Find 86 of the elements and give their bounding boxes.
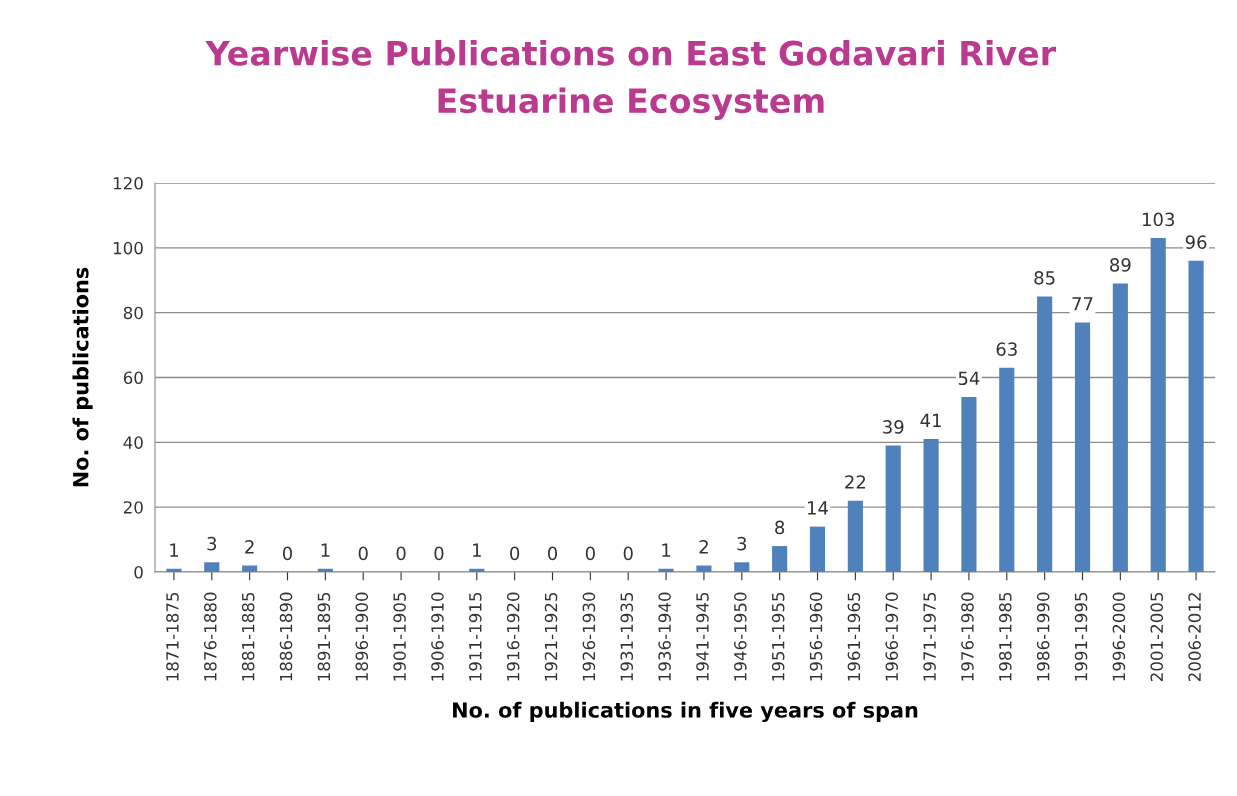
- data-label: 0: [282, 546, 293, 561]
- x-tick-label: 1996-2000: [1112, 592, 1126, 681]
- x-tick-label: 1906-1910: [431, 592, 444, 681]
- x-tick-label: 1911-1915: [469, 592, 482, 681]
- data-label: 0: [585, 546, 595, 561]
- y-tick-label: 80: [123, 306, 143, 320]
- x-tick-label: 1971-1975: [923, 592, 936, 681]
- data-label: 89: [1110, 258, 1131, 272]
- data-label: 14: [808, 501, 828, 515]
- x-tick-label: 1876-1880: [204, 592, 217, 681]
- bar: [772, 546, 788, 572]
- bar: [961, 396, 977, 572]
- bar: [242, 565, 258, 572]
- data-label: 0: [623, 546, 633, 561]
- bar: [734, 562, 750, 572]
- data-label: 8: [775, 520, 785, 535]
- bar: [1074, 322, 1091, 572]
- y-tick-label: 100: [113, 241, 143, 255]
- x-tick-label: 1931-1935: [620, 592, 634, 681]
- data-label: 3: [207, 536, 217, 551]
- bar: [923, 439, 939, 572]
- y-tick-label: 20: [123, 501, 143, 514]
- data-label: 0: [434, 546, 444, 561]
- data-label: 1: [662, 543, 671, 557]
- bar: [469, 568, 485, 572]
- bar: [809, 526, 826, 572]
- x-tick-label: 1871-1875: [166, 592, 179, 681]
- x-tick-label: 1921-1925: [544, 592, 558, 681]
- y-tick-label: 120: [113, 176, 143, 190]
- x-tick-label: 1901-1905: [393, 592, 406, 681]
- y-tick-label: 60: [123, 371, 143, 385]
- x-tick-label: 1896-1900: [355, 592, 369, 681]
- x-tick-label: 1961-1965: [847, 592, 861, 681]
- x-tick-label: 1891-1895: [317, 592, 331, 681]
- y-tick-label: 40: [123, 436, 143, 449]
- data-label: 41: [920, 413, 941, 427]
- bar: [1150, 238, 1166, 572]
- data-label: 2: [699, 540, 708, 554]
- data-label: 96: [1185, 235, 1207, 249]
- data-label: 1: [170, 543, 179, 557]
- x-tick-label: 1936-1940: [658, 592, 671, 681]
- x-tick-label: 2006-2012: [1188, 593, 1201, 682]
- x-tick-label: 2001-2005: [1150, 592, 1164, 682]
- data-label: 39: [883, 420, 904, 434]
- bar: [166, 568, 182, 572]
- y-tick-label: 0: [134, 565, 143, 579]
- data-label: 103: [1142, 212, 1174, 227]
- data-label: 2: [245, 540, 254, 554]
- bar: [658, 568, 674, 572]
- x-tick-label: 1946-1950: [734, 592, 747, 681]
- bar: [317, 568, 333, 572]
- x-tick-label: 1941-1945: [696, 592, 709, 681]
- x-tick-label: 1886-1890: [279, 592, 293, 681]
- bar: [885, 445, 901, 572]
- data-label: 63: [996, 342, 1017, 356]
- data-label: 0: [510, 546, 520, 561]
- x-tick-label: 1926-1930: [582, 592, 596, 681]
- x-tick-label: 1976-1980: [961, 592, 974, 681]
- bar: [1112, 283, 1128, 572]
- bar: [999, 367, 1015, 572]
- data-label: 0: [547, 546, 558, 561]
- x-tick-label: 1881-1885: [241, 592, 255, 681]
- data-label: 77: [1072, 297, 1093, 311]
- bar: [1188, 260, 1204, 572]
- x-tick-label: 1956-1960: [809, 592, 823, 681]
- bar: [1037, 296, 1053, 572]
- chart-title: Yearwise Publications on East Godavari River Estuarine Ecosystem: [205, 40, 1057, 120]
- data-label: 3: [737, 536, 747, 551]
- data-label: 54: [958, 371, 980, 386]
- data-label: 0: [396, 546, 406, 561]
- bar: [847, 500, 863, 572]
- x-tick-label: 1981-1985: [999, 592, 1012, 681]
- y-axis-title: No. of publications: [72, 267, 93, 487]
- data-label: 0: [358, 546, 368, 561]
- x-tick-label: 1916-1920: [506, 592, 520, 681]
- bar: [696, 565, 712, 572]
- x-tick-label: 1951-1955: [771, 592, 785, 681]
- data-label: 1: [473, 543, 481, 557]
- x-tick-label: 1991-1995: [1074, 592, 1088, 681]
- bar: [204, 562, 220, 572]
- x-tick-label: 1966-1970: [885, 592, 899, 681]
- data-label: 22: [845, 475, 866, 489]
- x-axis-title: No. of publications in five years of span: [453, 701, 918, 723]
- data-label: 85: [1034, 270, 1055, 285]
- x-tick-label: 1986-1990: [1036, 592, 1050, 681]
- data-label: 1: [321, 543, 330, 557]
